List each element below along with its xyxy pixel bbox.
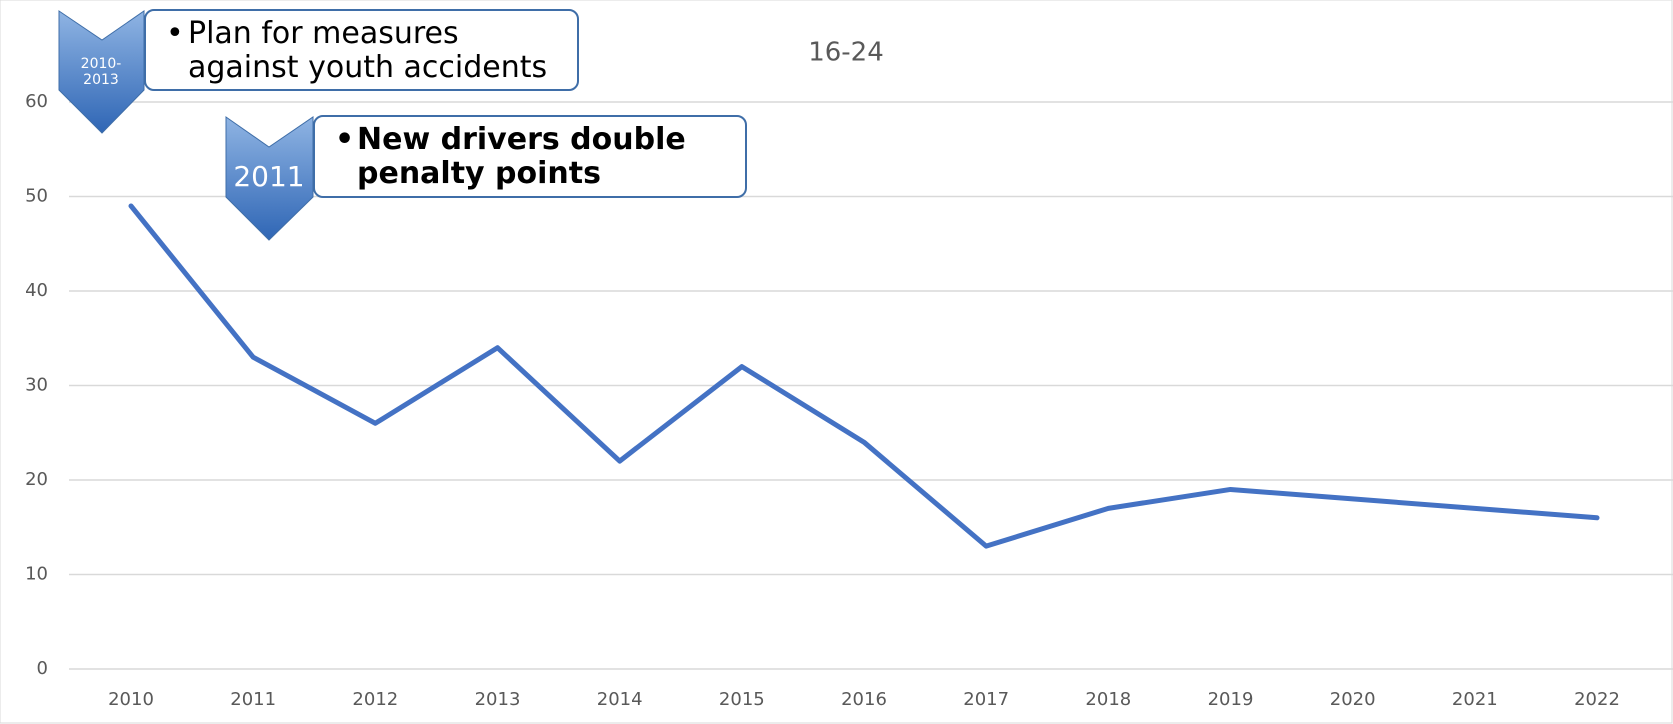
x-tick-label: 2012 [352, 689, 398, 710]
x-tick-label: 2017 [963, 689, 1009, 710]
y-tick-label: 10 [25, 564, 48, 585]
callout: New drivers double penalty points [313, 115, 747, 198]
badge-chevron [225, 116, 314, 241]
x-tick-label: 2022 [1574, 689, 1620, 710]
y-tick-label: 0 [37, 658, 48, 679]
badge-label: 2010- [81, 56, 122, 72]
x-tick-label: 2021 [1452, 689, 1498, 710]
x-tick-label: 2014 [597, 689, 643, 710]
x-tick-label: 2013 [475, 689, 521, 710]
x-tick-label: 2011 [230, 689, 276, 710]
x-tick-label: 2010 [108, 689, 154, 710]
x-tick-label: 2015 [719, 689, 765, 710]
y-tick-label: 50 [25, 186, 48, 207]
y-tick-label: 40 [25, 280, 48, 301]
line [128, 203, 1600, 549]
callout: Plan for measures against youth accident… [144, 9, 579, 91]
badge-chevron [58, 10, 145, 134]
y-tick-label: 20 [25, 469, 48, 490]
y-tick-label: 60 [25, 91, 48, 112]
x-tick-label: 2016 [841, 689, 887, 710]
badge-label: 2011 [233, 160, 304, 193]
y-tick-label: 30 [25, 375, 48, 396]
x-tick-label: 2020 [1330, 689, 1376, 710]
chart-title: 16-24 [808, 38, 884, 68]
badge-label: 2013 [83, 72, 119, 88]
x-tick-label: 2019 [1208, 689, 1254, 710]
x-tick-label: 2018 [1085, 689, 1131, 710]
